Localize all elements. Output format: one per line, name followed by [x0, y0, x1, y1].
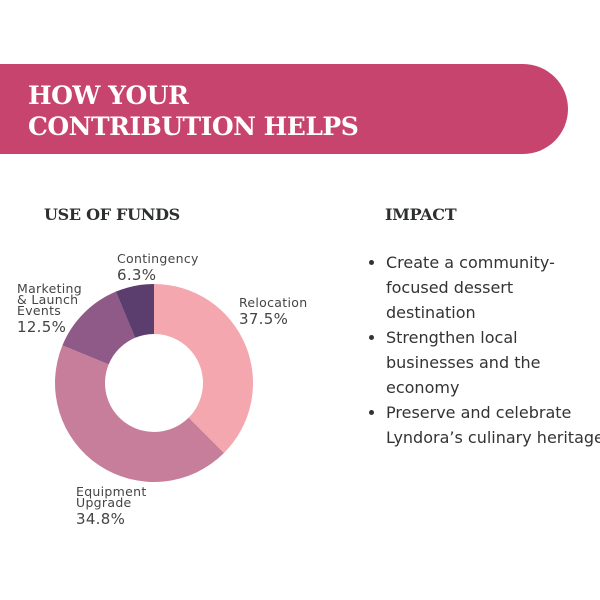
donut-slice-relocation: [154, 284, 253, 454]
title-line-2: CONTRIBUTION HELPS: [28, 112, 359, 141]
label-relocation: Relocation 37.5%: [239, 295, 308, 328]
donut-slice-contingency: [115, 284, 154, 338]
impact-item: Strengthen local businesses and the econ…: [386, 325, 600, 400]
label-contingency: Contingency 6.3%: [117, 251, 199, 284]
value-relocation: 37.5%: [239, 310, 289, 328]
label-marketing: Marketing & Launch Events 12.5%: [17, 281, 82, 336]
value-equipment: 34.8%: [76, 510, 126, 528]
impact-heading: IMPACT: [385, 205, 457, 224]
value-contingency: 6.3%: [117, 266, 157, 284]
value-marketing: 12.5%: [17, 318, 67, 336]
header-banner: HOW YOUR CONTRIBUTION HELPS: [0, 64, 568, 154]
use-of-funds-heading: USE OF FUNDS: [44, 205, 180, 224]
donut-slice-equipment-upgrade: [54, 345, 225, 482]
impact-list: Create a community-focused dessert desti…: [368, 250, 600, 450]
impact-item: Create a community-focused dessert desti…: [386, 250, 600, 325]
title-line-1: HOW YOUR: [28, 81, 189, 110]
donut-slice-marketing-launch-events: [62, 291, 136, 365]
impact-item: Preserve and celebrate Lyndora’s culinar…: [386, 400, 600, 450]
label-equipment: Equipment Upgrade 34.8%: [76, 484, 147, 528]
page-title: HOW YOUR CONTRIBUTION HELPS: [28, 80, 359, 142]
